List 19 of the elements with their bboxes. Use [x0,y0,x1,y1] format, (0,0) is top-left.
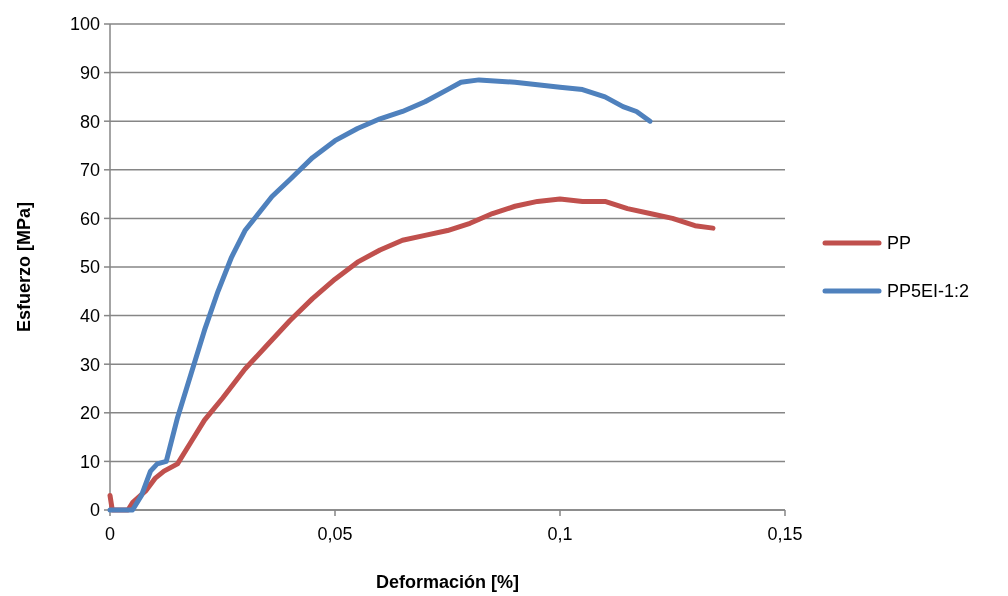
y-tick-label: 60 [79,208,100,229]
y-tick-label: 100 [69,14,100,35]
legend-label: PP5EI-1:2 [887,281,970,302]
x-tick-label: 0,1 [547,524,573,544]
y-tick-label: 20 [79,403,100,424]
y-tick-label: 50 [79,257,100,278]
x-tick-label: 0,05 [317,524,353,544]
y-tick-label: 90 [79,62,100,83]
y-tick-label: 30 [79,354,100,375]
y-tick-label: 10 [79,451,100,472]
x-tick-label: 0,15 [767,524,803,544]
y-axis-title: Esfuerzo [MPa] [14,201,34,333]
y-tick-label: 0 [89,500,100,521]
x-axis-title: Deformación [%] [375,572,520,592]
x-tick-label: 0 [104,524,116,544]
y-tick-label: 80 [79,111,100,132]
legend-label: PP [887,233,912,254]
y-tick-label: 40 [79,305,100,326]
y-tick-label: 70 [79,160,100,181]
